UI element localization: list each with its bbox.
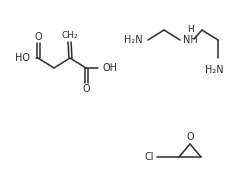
Text: CH₂: CH₂ [61, 31, 78, 41]
Text: H₂N: H₂N [124, 35, 142, 45]
Text: H₂N: H₂N [204, 65, 223, 75]
Text: O: O [82, 84, 90, 94]
Text: OH: OH [103, 63, 117, 73]
Text: Cl: Cl [144, 152, 153, 162]
Text: O: O [185, 132, 193, 142]
Text: O: O [35, 32, 42, 42]
Text: HO: HO [15, 53, 30, 63]
Text: NH: NH [182, 35, 197, 45]
Text: H: H [187, 25, 194, 33]
